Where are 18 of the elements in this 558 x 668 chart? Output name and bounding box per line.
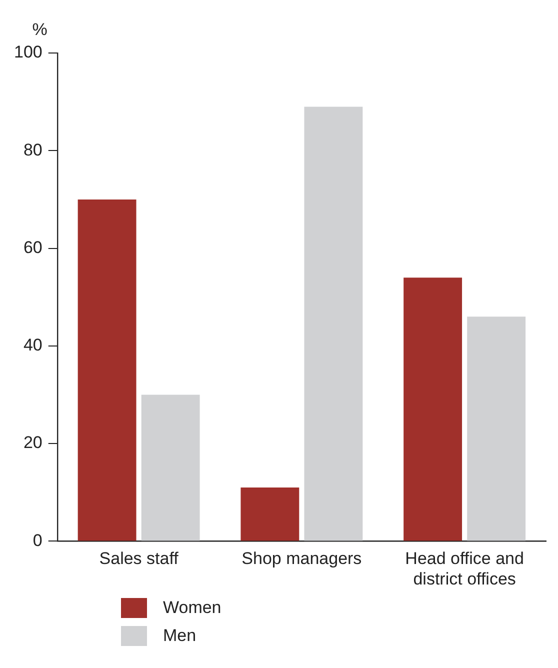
bar bbox=[78, 199, 136, 541]
legend-label: Men bbox=[163, 626, 196, 646]
bar bbox=[304, 106, 363, 541]
bar bbox=[141, 394, 200, 541]
y-tick-label: 60 bbox=[23, 238, 42, 257]
bar bbox=[404, 278, 462, 541]
y-axis-title: % bbox=[32, 20, 48, 40]
x-tick-label: Head office and district offices bbox=[405, 549, 524, 588]
y-tick-label: 40 bbox=[23, 336, 42, 355]
y-tick-label: 20 bbox=[23, 433, 42, 452]
bar bbox=[240, 488, 300, 541]
y-tick-label: 0 bbox=[32, 530, 42, 550]
bar bbox=[467, 316, 526, 541]
y-tick-label: 80 bbox=[23, 140, 42, 160]
x-tick-label: Sales staff bbox=[99, 549, 179, 568]
x-tick-label: Shop managers bbox=[242, 549, 362, 568]
legend-label: Women bbox=[163, 598, 222, 618]
y-tick-label: 100 bbox=[14, 42, 42, 62]
